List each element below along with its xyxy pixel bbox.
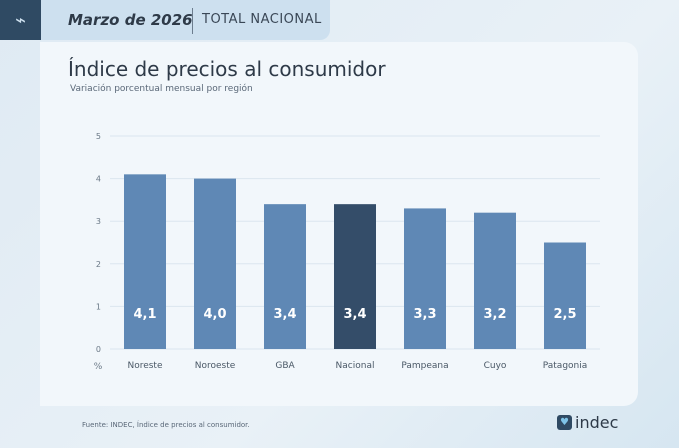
y-tick-label: 5	[96, 132, 101, 141]
period-label: Marzo de 2026	[68, 11, 193, 29]
data-label: 3,4	[343, 307, 366, 322]
bar-gba	[264, 204, 306, 349]
data-label: 4,0	[203, 307, 226, 322]
y-axis-unit: %	[94, 362, 103, 372]
x-tick-label: GBA	[275, 361, 295, 371]
x-tick-label: Nacional	[336, 361, 375, 371]
chart-title: Índice de precios al consumidor	[68, 57, 386, 81]
bar-noreste	[124, 174, 166, 349]
data-label: 4,1	[133, 307, 156, 322]
bar-patagonia	[544, 242, 586, 349]
data-label: 3,3	[413, 307, 436, 322]
y-tick-label: 4	[96, 175, 101, 184]
y-tick-label: 0	[96, 345, 101, 354]
price-tag-trend-icon: ⌁	[0, 0, 41, 40]
bar-pampeana	[404, 208, 446, 349]
x-tick-label: Pampeana	[401, 361, 448, 371]
divider	[192, 8, 193, 34]
data-label: 2,5	[553, 307, 576, 322]
x-tick-label: Noreste	[127, 361, 162, 371]
source-note: Fuente: INDEC, Índice de precios al cons…	[82, 421, 250, 429]
bar-nacional	[334, 204, 376, 349]
x-tick-label: Noroeste	[195, 361, 236, 371]
bar-cuyo	[474, 212, 516, 349]
scope-label: TOTAL NACIONAL	[202, 12, 322, 27]
x-tick-label: Patagonia	[543, 361, 588, 371]
header-bar: ⌁ Marzo de 2026 TOTAL NACIONAL	[0, 0, 330, 40]
data-label: 3,2	[483, 307, 506, 322]
indec-logo: ♥ indec	[557, 413, 618, 432]
x-tick-label: Cuyo	[484, 361, 507, 371]
data-label: 3,4	[273, 307, 296, 322]
logo-text: indec	[575, 413, 619, 432]
bar-noroeste	[194, 178, 236, 349]
y-tick-label: 3	[96, 217, 101, 226]
indec-logo-icon: ♥	[557, 415, 572, 430]
y-tick-label: 1	[96, 302, 101, 311]
chart-subtitle: Variación porcentual mensual por región	[70, 84, 253, 94]
y-tick-label: 2	[96, 260, 101, 269]
